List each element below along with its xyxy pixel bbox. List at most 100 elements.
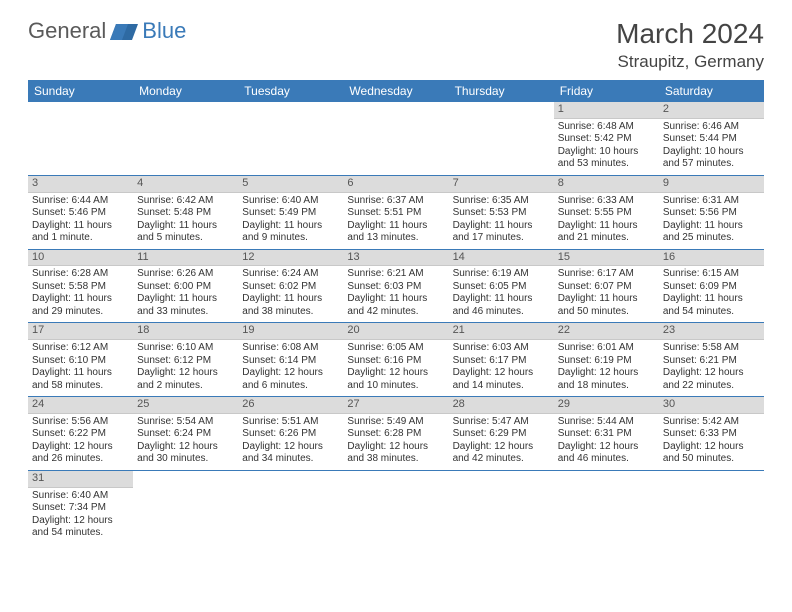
sunrise-text: Sunrise: 5:51 AM [242,416,339,429]
cell-body: Sunrise: 6:24 AMSunset: 6:02 PMDaylight:… [238,266,343,322]
day-number: 2 [659,102,764,119]
cell-body: Sunrise: 6:42 AMSunset: 5:48 PMDaylight:… [133,193,238,249]
sunset-text: Sunset: 6:12 PM [137,355,234,368]
day-header-cell: Wednesday [343,80,448,102]
cell-body [449,119,554,125]
cell-body [659,488,764,494]
calendar-cell: 8Sunrise: 6:33 AMSunset: 5:55 PMDaylight… [554,176,659,249]
sunrise-text: Sunrise: 6:05 AM [347,342,444,355]
daylight-text: Daylight: 11 hours and 1 minute. [32,220,129,245]
calendar-cell [133,471,238,544]
cell-body: Sunrise: 5:56 AMSunset: 6:22 PMDaylight:… [28,414,133,470]
sunrise-text: Sunrise: 6:08 AM [242,342,339,355]
cell-body: Sunrise: 6:37 AMSunset: 5:51 PMDaylight:… [343,193,448,249]
sunset-text: Sunset: 6:33 PM [663,428,760,441]
sunrise-text: Sunrise: 6:21 AM [347,268,444,281]
calendar-cell: 16Sunrise: 6:15 AMSunset: 6:09 PMDayligh… [659,250,764,323]
daylight-text: Daylight: 11 hours and 46 minutes. [453,293,550,318]
day-number: 11 [133,250,238,267]
sunset-text: Sunset: 6:16 PM [347,355,444,368]
daylight-text: Daylight: 12 hours and 6 minutes. [242,367,339,392]
daylight-text: Daylight: 11 hours and 25 minutes. [663,220,760,245]
calendar-cell: 30Sunrise: 5:42 AMSunset: 6:33 PMDayligh… [659,397,764,470]
calendar-cell [659,471,764,544]
sunset-text: Sunset: 6:22 PM [32,428,129,441]
calendar-cell: 11Sunrise: 6:26 AMSunset: 6:00 PMDayligh… [133,250,238,323]
day-number: 10 [28,250,133,267]
cell-body: Sunrise: 5:49 AMSunset: 6:28 PMDaylight:… [343,414,448,470]
cell-body [343,488,448,494]
calendar-cell: 6Sunrise: 6:37 AMSunset: 5:51 PMDaylight… [343,176,448,249]
week-row: 3Sunrise: 6:44 AMSunset: 5:46 PMDaylight… [28,176,764,250]
day-header-cell: Friday [554,80,659,102]
day-header-cell: Thursday [449,80,554,102]
page-header: General Blue March 2024 Straupitz, Germa… [0,0,792,80]
cell-body: Sunrise: 6:15 AMSunset: 6:09 PMDaylight:… [659,266,764,322]
sunrise-text: Sunrise: 6:24 AM [242,268,339,281]
sunrise-text: Sunrise: 6:12 AM [32,342,129,355]
calendar-cell [343,471,448,544]
sunset-text: Sunset: 6:14 PM [242,355,339,368]
cell-body: Sunrise: 6:01 AMSunset: 6:19 PMDaylight:… [554,340,659,396]
day-number: 3 [28,176,133,193]
daylight-text: Daylight: 12 hours and 54 minutes. [32,515,129,540]
calendar-cell: 3Sunrise: 6:44 AMSunset: 5:46 PMDaylight… [28,176,133,249]
daylight-text: Daylight: 11 hours and 58 minutes. [32,367,129,392]
daylight-text: Daylight: 12 hours and 50 minutes. [663,441,760,466]
sunrise-text: Sunrise: 6:10 AM [137,342,234,355]
sunrise-text: Sunrise: 6:31 AM [663,195,760,208]
calendar-cell [28,102,133,175]
cell-body: Sunrise: 5:51 AMSunset: 6:26 PMDaylight:… [238,414,343,470]
cell-body: Sunrise: 6:19 AMSunset: 6:05 PMDaylight:… [449,266,554,322]
daylight-text: Daylight: 11 hours and 5 minutes. [137,220,234,245]
sunset-text: Sunset: 5:58 PM [32,281,129,294]
week-row: 17Sunrise: 6:12 AMSunset: 6:10 PMDayligh… [28,323,764,397]
calendar-cell: 21Sunrise: 6:03 AMSunset: 6:17 PMDayligh… [449,323,554,396]
daylight-text: Daylight: 11 hours and 21 minutes. [558,220,655,245]
daylight-text: Daylight: 11 hours and 9 minutes. [242,220,339,245]
sunrise-text: Sunrise: 6:42 AM [137,195,234,208]
day-header-cell: Sunday [28,80,133,102]
day-header-cell: Saturday [659,80,764,102]
calendar-cell: 23Sunrise: 5:58 AMSunset: 6:21 PMDayligh… [659,323,764,396]
cell-body: Sunrise: 6:21 AMSunset: 6:03 PMDaylight:… [343,266,448,322]
sunrise-text: Sunrise: 6:01 AM [558,342,655,355]
cell-body [28,119,133,125]
sunrise-text: Sunrise: 6:35 AM [453,195,550,208]
cell-body: Sunrise: 6:12 AMSunset: 6:10 PMDaylight:… [28,340,133,396]
cell-body: Sunrise: 6:44 AMSunset: 5:46 PMDaylight:… [28,193,133,249]
sunset-text: Sunset: 5:53 PM [453,207,550,220]
sunset-text: Sunset: 5:46 PM [32,207,129,220]
cell-body [449,488,554,494]
day-number: 27 [343,397,448,414]
calendar-cell: 2Sunrise: 6:46 AMSunset: 5:44 PMDaylight… [659,102,764,175]
sunset-text: Sunset: 6:28 PM [347,428,444,441]
day-number: 4 [133,176,238,193]
day-number: 24 [28,397,133,414]
cell-body: Sunrise: 5:44 AMSunset: 6:31 PMDaylight:… [554,414,659,470]
calendar-cell: 29Sunrise: 5:44 AMSunset: 6:31 PMDayligh… [554,397,659,470]
month-title: March 2024 [616,18,764,50]
cell-body: Sunrise: 6:26 AMSunset: 6:00 PMDaylight:… [133,266,238,322]
title-block: March 2024 Straupitz, Germany [616,18,764,72]
sunset-text: Sunset: 5:55 PM [558,207,655,220]
sunset-text: Sunset: 5:42 PM [558,133,655,146]
calendar-cell: 7Sunrise: 6:35 AMSunset: 5:53 PMDaylight… [449,176,554,249]
calendar-cell: 25Sunrise: 5:54 AMSunset: 6:24 PMDayligh… [133,397,238,470]
calendar-cell [133,102,238,175]
calendar-cell [238,102,343,175]
calendar-cell: 26Sunrise: 5:51 AMSunset: 6:26 PMDayligh… [238,397,343,470]
cell-body: Sunrise: 6:33 AMSunset: 5:55 PMDaylight:… [554,193,659,249]
logo: General Blue [28,18,186,44]
day-number: 14 [449,250,554,267]
sunrise-text: Sunrise: 5:44 AM [558,416,655,429]
daylight-text: Daylight: 10 hours and 53 minutes. [558,146,655,171]
sunrise-text: Sunrise: 6:17 AM [558,268,655,281]
calendar-cell [238,471,343,544]
daylight-text: Daylight: 11 hours and 29 minutes. [32,293,129,318]
calendar-cell: 13Sunrise: 6:21 AMSunset: 6:03 PMDayligh… [343,250,448,323]
sunrise-text: Sunrise: 6:19 AM [453,268,550,281]
cell-body: Sunrise: 6:10 AMSunset: 6:12 PMDaylight:… [133,340,238,396]
cell-body: Sunrise: 6:17 AMSunset: 6:07 PMDaylight:… [554,266,659,322]
cell-body: Sunrise: 6:48 AMSunset: 5:42 PMDaylight:… [554,119,659,175]
